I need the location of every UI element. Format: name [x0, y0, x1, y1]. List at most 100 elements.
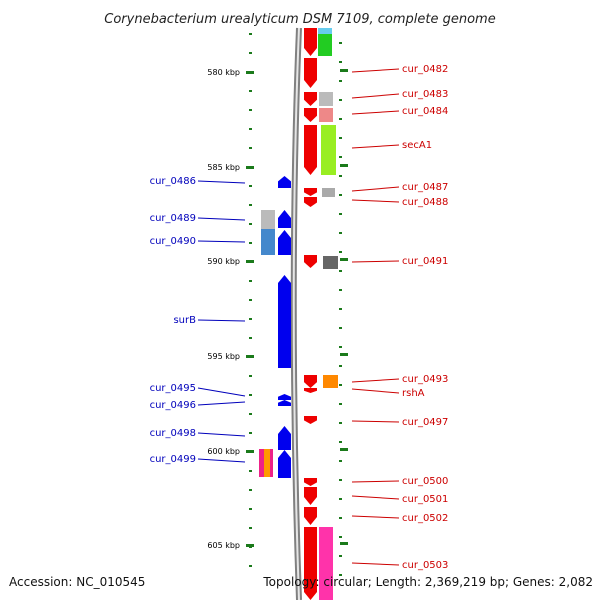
feature-block [319, 527, 333, 600]
feature-block [264, 449, 270, 477]
gene-label-cur_0497: cur_0497 [402, 417, 448, 428]
forward-gene-arrow [304, 92, 317, 106]
scale-dot [339, 517, 342, 519]
accession-text: Accession: NC_010545 [9, 575, 145, 589]
scale-ticks: 580 kbp 585 kbp 590 kbp 595 kbp 600 kbp 605 k… [207, 33, 348, 576]
leader-line [351, 378, 400, 383]
scale-dot [249, 128, 252, 130]
feature-block [261, 229, 275, 255]
leader-line [351, 420, 400, 423]
leader-line [351, 110, 400, 115]
gene-labels: cur_0486 cur_0489 cur_0490 surB cur_0495 cur_… [150, 64, 449, 571]
leader-line [351, 260, 400, 263]
forward-gene-arrow [304, 527, 317, 600]
gene-label-cur_0499: cur_0499 [150, 454, 196, 465]
scale-dot [249, 52, 252, 54]
scale-dot [249, 299, 252, 301]
feature-block [323, 256, 338, 269]
scale-dot [339, 422, 342, 424]
scale-dot [339, 270, 342, 272]
leader-line [351, 199, 400, 203]
gene-label-cur_0498: cur_0498 [150, 428, 196, 439]
leader-line [351, 186, 400, 192]
leader-line [351, 388, 400, 394]
scale-dot [249, 33, 252, 35]
reverse-gene-arrow [278, 400, 291, 406]
feature-block [318, 28, 332, 34]
leader-line [197, 432, 246, 437]
reverse-gene-arrow [278, 230, 291, 255]
forward-gene-arrow [304, 108, 317, 122]
major-tick [246, 166, 254, 169]
scale-dot [339, 61, 342, 63]
leader-line [197, 387, 246, 397]
scale-dot [249, 508, 252, 510]
scale-dot [249, 375, 252, 377]
scale-label: 605 kbp [207, 541, 240, 550]
leader-line [197, 319, 246, 322]
reverse-gene-arrow [278, 275, 291, 368]
forward-gene-arrow [304, 388, 317, 393]
leader-line [351, 495, 400, 500]
map-title: Corynebacterium urealyticum DSM 7109, co… [104, 12, 495, 27]
scale-dot [339, 365, 342, 367]
scale-dot [339, 80, 342, 82]
scale-dot [339, 175, 342, 177]
scale-dot [339, 42, 342, 44]
major-tick [340, 542, 348, 545]
reverse-gene-arrow [278, 450, 291, 478]
gene-label-surb: surB [173, 315, 196, 326]
gene-label-cur_0482: cur_0482 [402, 64, 448, 75]
reverse-gene-arrow [278, 394, 291, 400]
scale-dot [249, 470, 252, 472]
forward-gene-arrow [304, 478, 317, 486]
scale-dot [339, 498, 342, 500]
topology-text: Topology: circular; Length: 2,369,219 bp… [262, 575, 593, 589]
leader-line [351, 68, 400, 73]
gene-label-cur_0486: cur_0486 [150, 176, 196, 187]
scale-label: 600 kbp [207, 447, 240, 456]
major-tick [340, 69, 348, 72]
feature-block [261, 210, 275, 229]
major-tick [340, 258, 348, 261]
scale-dot [249, 280, 252, 282]
forward-gene-arrow [304, 188, 317, 196]
scale-dot [339, 327, 342, 329]
leader-line [197, 401, 246, 406]
forward-gene-arrow [304, 58, 317, 88]
forward-gene-arrow [304, 28, 317, 56]
gene-label-cur_0483: cur_0483 [402, 89, 448, 100]
gene-label-cur_0491: cur_0491 [402, 256, 448, 267]
major-tick [246, 260, 254, 263]
forward-gene-arrow [304, 487, 317, 505]
scale-label: 585 kbp [207, 163, 240, 172]
scale-dot [249, 204, 252, 206]
scale-dot [339, 403, 342, 405]
forward-gene-arrow [304, 255, 317, 268]
major-tick [246, 450, 254, 453]
leader-line [197, 458, 246, 463]
major-tick [340, 353, 348, 356]
feature-block [322, 188, 335, 197]
scale-dot [339, 346, 342, 348]
major-tick [246, 355, 254, 358]
leader-line [197, 180, 246, 184]
scale-dot [339, 251, 342, 253]
gene-label-cur_0490: cur_0490 [150, 236, 196, 247]
gene-label-cur_0496: cur_0496 [150, 400, 196, 411]
scale-label: 590 kbp [207, 257, 240, 266]
feature-block [323, 375, 338, 388]
gene-label-cur_0487: cur_0487 [402, 182, 448, 193]
leader-line [197, 240, 246, 243]
scale-dot [339, 555, 342, 557]
scale-dot [249, 185, 252, 187]
forward-gene-arrow [304, 375, 317, 388]
gene-label-cur_0493: cur_0493 [402, 374, 448, 385]
forward-gene-arrow [304, 125, 317, 175]
gene-label-cur_0484: cur_0484 [402, 106, 448, 117]
scale-dot [339, 194, 342, 196]
leader-line [197, 217, 246, 221]
major-tick [246, 544, 254, 547]
scale-dot [249, 223, 252, 225]
